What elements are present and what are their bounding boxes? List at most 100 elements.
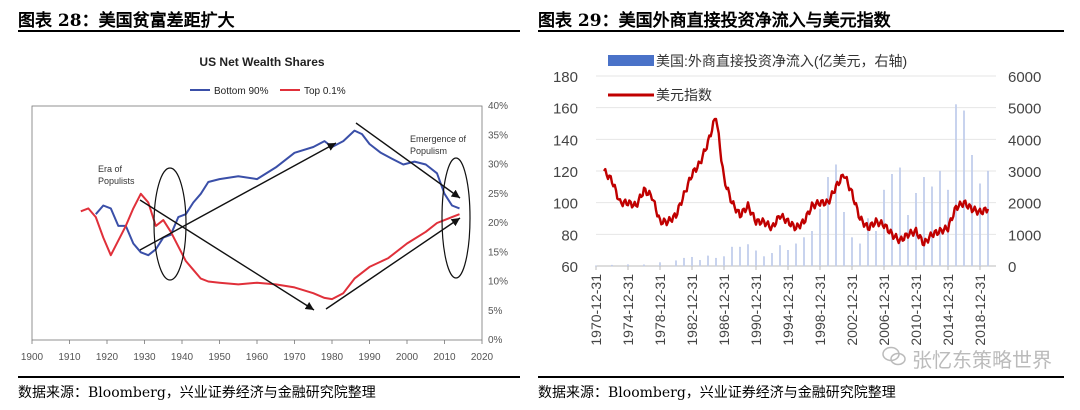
fdi-bar [683,257,685,267]
chart-title-group: US Net Wealth Shares [199,55,324,69]
fdi-bar [875,231,877,267]
legend: Bottom 90% Top 0.1% [190,86,346,97]
right-source-rule [538,376,1064,378]
fdi-bar [779,245,781,267]
x-tick-label: 2010-12-31 [908,274,924,346]
y-left-tick-label: 60 [561,259,578,276]
fdi-bar [699,260,701,267]
wechat-icon [882,346,906,366]
y-left-tick-label: 140 [553,132,578,149]
fdi-bar [843,212,845,267]
y-right-tick-label: 6000 [1008,69,1041,86]
fdi-bar [987,170,989,267]
dollar-index-series-line [603,117,990,247]
fdi-bar [939,170,941,267]
x-tick-label: 1930 [133,352,156,363]
y-right-tick-label: 4000 [1008,132,1041,149]
series-line-bottom-90 [95,129,460,257]
x-tick-label: 1910 [58,352,81,363]
fdi-bar [979,183,981,267]
x-tick-label: 2020 [471,352,494,363]
fdi-bar [643,264,645,267]
x-tick-label: 1950 [208,352,231,363]
y-tick-label: 35% [488,130,508,141]
y-right-tick-label: 1000 [1008,227,1041,244]
fdi-bar [723,256,725,267]
annotation-era-line2: Populists [98,176,135,186]
fdi-bar [739,246,741,267]
y-left-tick-label: 100 [553,196,578,213]
x-tick-label: 2000 [396,352,419,363]
legend-top01-label: Top 0.1% [304,86,346,97]
legend-dxy-label: 美元指数 [656,87,712,103]
annotation-emergence-line1: Emergence of [410,134,467,144]
x-tick-label: 2006-12-31 [876,274,892,346]
watermark: 张忆东策略世界 [882,344,1052,373]
ellipse-emergence-populism [441,157,471,279]
arrow-top01-rise [325,217,461,310]
x-tick-label: 1940 [171,352,194,363]
fdi-bar [747,244,749,267]
legend: 美国:外商直接投资净流入(亿美元，右轴) 美元指数 [608,53,907,103]
fdi-bar [827,177,829,267]
fdi-bar [627,264,629,267]
x-tick-label: 2002-12-31 [844,274,860,346]
fdi-bar [675,260,677,267]
annotation-emergence-line2: Populism [410,146,447,156]
y-left-tick-label: 180 [553,69,578,86]
fdi-bar [755,250,757,267]
x-tick-label: 1998-12-31 [812,274,828,346]
fdi-bar [859,243,861,267]
fdi-bar [691,256,693,267]
y-tick-label: 30% [488,160,508,171]
annotation-era-line1: Era of [98,164,123,174]
series-group [80,129,460,301]
fdi-bar [963,110,965,267]
x-tick-label: 1978-12-31 [652,274,668,346]
y-right-tick-label: 5000 [1008,101,1041,118]
right-title-rule [538,30,1064,32]
x-tick-label: 1980 [321,352,344,363]
fdi-bar [923,177,925,267]
fdi-bar [787,250,789,267]
fdi-bar [835,164,837,267]
legend-bottom90-label: Bottom 90% [214,86,269,97]
fdi-bar [811,231,813,267]
fdi-bar [707,255,709,267]
x-tick-label: 1900 [21,352,44,363]
series-line-top-01 [80,192,460,301]
y-left-tick-label: 120 [553,164,578,181]
left-source-note: 数据来源：Bloomberg，兴业证券经济与金融研究院整理 [18,385,376,401]
y-right-tick-label: 2000 [1008,196,1041,213]
fdi-bar [955,104,957,267]
fdi-bar [731,246,733,267]
fdi-bar [715,257,717,267]
annotations: Era of Populists Emergence of Populism [98,122,471,311]
y-tick-label: 0% [488,335,503,346]
fdi-bar [611,264,613,267]
fdi-bars [595,104,989,267]
left-panel: 图表 28：美国贫富差距扩大 US Net Wealth Shares Bott… [0,0,520,410]
arrow-top01-fall [139,199,315,311]
y-tick-label: 15% [488,247,508,258]
y-right-tick-label: 3000 [1008,164,1041,181]
fdi-bar [763,256,765,267]
fdi-bar [907,215,909,267]
dollar-index-line [603,117,990,247]
chart-title: US Net Wealth Shares [199,55,324,69]
fdi-bar [771,253,773,267]
arrow-bottom90-fall [355,122,461,199]
fdi-bar [803,237,805,267]
x-tick-label: 1920 [96,352,119,363]
y-tick-label: 40% [488,101,508,112]
x-tick-label: 2018-12-31 [972,274,988,346]
axes: 60 80 100 120 140 160 180 0 1000 2000 3000 4000 5000… [553,69,1041,346]
right-panel: 图表 29：美国外商直接投资净流入与美元指数 美国:外商直接投资净流入(亿美元，… [538,0,1080,410]
fdi-bar [795,243,797,267]
fdi-bar [899,167,901,267]
x-tick-label: 1974-12-31 [620,274,636,346]
arrow-bottom90-rise [139,142,337,251]
right-figure-title: 图表 29：美国外商直接投资净流入与美元指数 [538,11,891,31]
y-tick-label: 5% [488,306,503,317]
y-tick-label: 10% [488,277,508,288]
